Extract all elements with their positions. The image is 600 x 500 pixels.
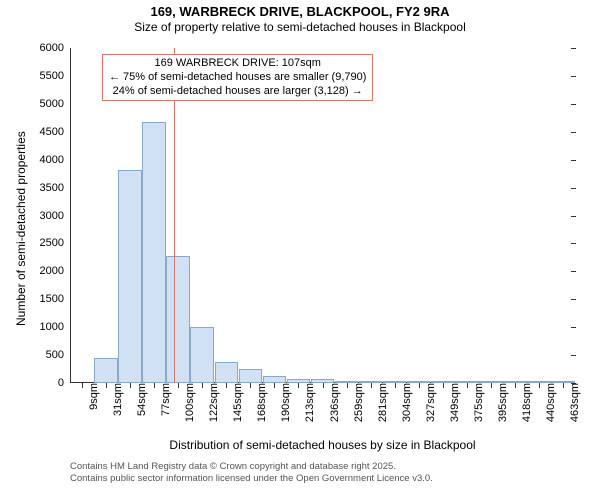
x-tick-mark xyxy=(298,383,299,388)
x-tick-mark xyxy=(515,383,516,388)
y-tick-label: 500 xyxy=(46,349,70,361)
y-tick-mark xyxy=(571,48,576,49)
x-tick-mark xyxy=(443,383,444,388)
y-tick-label: 1000 xyxy=(40,321,70,333)
x-tick-label: 9sqm xyxy=(86,383,100,410)
y-tick-label: 3500 xyxy=(40,182,70,194)
x-tick-label: 236sqm xyxy=(327,383,341,422)
x-tick-mark xyxy=(226,383,227,388)
x-tick-label: 77sqm xyxy=(158,383,172,416)
y-tick-mark xyxy=(571,160,576,161)
y-tick-mark xyxy=(571,188,576,189)
chart-title: 169, WARBRECK DRIVE, BLACKPOOL, FY2 9RA xyxy=(0,0,600,20)
y-tick-mark xyxy=(571,271,576,272)
x-tick-mark xyxy=(491,383,492,388)
y-tick-mark xyxy=(571,299,576,300)
y-tick-label: 4000 xyxy=(40,154,70,166)
x-tick-label: 440sqm xyxy=(543,383,557,422)
y-tick-label: 3000 xyxy=(40,210,70,222)
histogram-bar xyxy=(263,376,287,383)
y-tick-label: 5500 xyxy=(40,70,70,82)
x-tick-mark xyxy=(154,383,155,388)
x-tick-mark xyxy=(106,383,107,388)
y-tick-mark xyxy=(571,243,576,244)
x-tick-label: 31sqm xyxy=(110,383,124,416)
x-tick-mark xyxy=(323,383,324,388)
y-tick-label: 4500 xyxy=(40,126,70,138)
x-tick-label: 304sqm xyxy=(399,383,413,422)
x-axis-label: Distribution of semi-detached houses by … xyxy=(70,438,575,452)
chart-subtitle: Size of property relative to semi-detach… xyxy=(0,20,600,39)
y-tick-mark xyxy=(571,76,576,77)
plot-area: 0500100015002000250030003500400045005000… xyxy=(70,48,575,383)
x-tick-mark xyxy=(395,383,396,388)
x-tick-label: 190sqm xyxy=(278,383,292,422)
y-tick-label: 6000 xyxy=(40,42,70,54)
x-tick-label: 349sqm xyxy=(447,383,461,422)
y-axis-line xyxy=(70,48,71,383)
x-tick-mark xyxy=(563,383,564,388)
attribution-line-2: Contains public sector information licen… xyxy=(70,473,433,485)
x-tick-mark xyxy=(130,383,131,388)
histogram-bar xyxy=(118,170,142,383)
x-tick-label: 54sqm xyxy=(134,383,148,416)
x-tick-label: 395sqm xyxy=(495,383,509,422)
y-tick-mark xyxy=(571,216,576,217)
x-tick-label: 145sqm xyxy=(230,383,244,422)
x-tick-mark xyxy=(347,383,348,388)
y-tick-label: 1500 xyxy=(40,293,70,305)
y-tick-label: 5000 xyxy=(40,98,70,110)
x-tick-label: 327sqm xyxy=(423,383,437,422)
y-tick-label: 2000 xyxy=(40,265,70,277)
histogram-bar xyxy=(166,256,190,383)
x-tick-label: 168sqm xyxy=(254,383,268,422)
histogram-bar xyxy=(94,358,118,383)
x-tick-mark xyxy=(539,383,540,388)
histogram-bar xyxy=(142,122,166,383)
x-tick-label: 122sqm xyxy=(206,383,220,422)
x-tick-label: 100sqm xyxy=(182,383,196,422)
chart-container: { "title": "169, WARBRECK DRIVE, BLACKPO… xyxy=(0,0,600,500)
y-tick-mark xyxy=(571,132,576,133)
x-tick-label: 375sqm xyxy=(471,383,485,422)
annotation-box: 169 WARBRECK DRIVE: 107sqm← 75% of semi-… xyxy=(102,54,373,101)
annotation-line-1: 169 WARBRECK DRIVE: 107sqm xyxy=(109,57,366,71)
x-tick-mark xyxy=(419,383,420,388)
y-tick-mark xyxy=(571,327,576,328)
x-tick-label: 213sqm xyxy=(302,383,316,422)
attribution-line-1: Contains HM Land Registry data © Crown c… xyxy=(70,461,433,473)
x-tick-label: 281sqm xyxy=(375,383,389,422)
attribution-text: Contains HM Land Registry data © Crown c… xyxy=(70,461,433,485)
x-tick-label: 259sqm xyxy=(351,383,365,422)
histogram-bar xyxy=(190,327,214,383)
x-tick-mark xyxy=(274,383,275,388)
annotation-line-3: 24% of semi-detached houses are larger (… xyxy=(109,85,366,99)
x-tick-mark xyxy=(467,383,468,388)
y-tick-label: 2500 xyxy=(40,237,70,249)
y-tick-label: 0 xyxy=(58,377,70,389)
x-tick-label: 463sqm xyxy=(567,383,581,422)
y-tick-mark xyxy=(571,104,576,105)
x-tick-mark xyxy=(178,383,179,388)
x-tick-mark xyxy=(202,383,203,388)
y-axis-label: Number of semi-detached properties xyxy=(14,131,28,326)
histogram-bar xyxy=(239,369,263,383)
annotation-line-2: ← 75% of semi-detached houses are smalle… xyxy=(109,71,366,85)
x-tick-mark xyxy=(371,383,372,388)
y-tick-mark xyxy=(571,355,576,356)
x-tick-label: 418sqm xyxy=(519,383,533,422)
x-tick-mark xyxy=(82,383,83,388)
x-tick-mark xyxy=(250,383,251,388)
histogram-bar xyxy=(215,362,239,383)
